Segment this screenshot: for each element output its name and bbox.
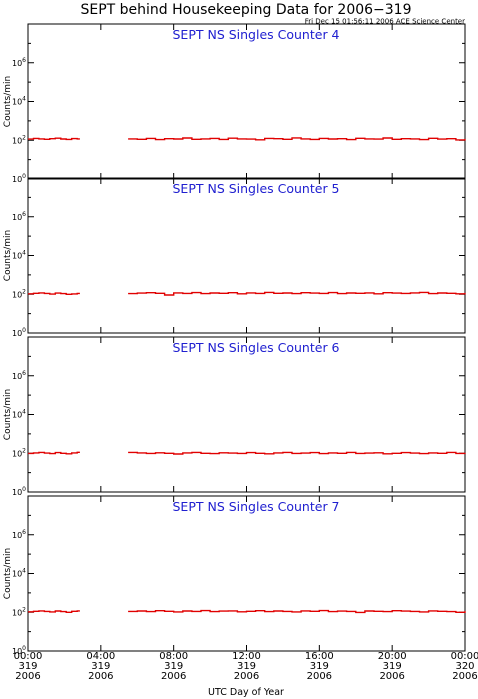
x-tick-label-line: 16:00 <box>305 651 334 662</box>
x-tick-label-line: 319 <box>164 661 183 672</box>
y-axis-label: Counts/min <box>3 230 13 281</box>
y-tick-label: 106 <box>12 211 26 222</box>
y-axis-label: Counts/min <box>3 548 13 599</box>
panel-title: SEPT NS Singles Counter 6 <box>172 340 339 355</box>
data-series-line <box>28 609 466 614</box>
y-tick-label: 106 <box>12 57 26 68</box>
y-tick-label: 100 <box>12 486 26 497</box>
data-series-line <box>28 291 466 296</box>
panels: 100 102 104 106 SEPT NS Singles Counter 4 Cou… <box>3 23 466 656</box>
y-tick-label: 104 <box>12 409 26 420</box>
x-tick-label-line: 2006 <box>379 671 404 682</box>
x-axis: 00:00319200604:00319200608:00319200612:0… <box>14 651 478 682</box>
x-tick-label-line: 04:00 <box>86 651 115 662</box>
panel-3: 100 102 104 106 SEPT NS Singles Counter 6 Cou… <box>3 336 466 497</box>
y-tick-label: 104 <box>12 568 26 579</box>
y-tick-label: 102 <box>12 288 26 299</box>
y-tick-label: 106 <box>12 370 26 381</box>
x-tick-label-line: 2006 <box>161 671 186 682</box>
chart-subtitle: Fri Dec 15 01:56:11 2006 ACE Science Cen… <box>305 18 465 26</box>
x-tick-label-line: 08:00 <box>159 651 188 662</box>
y-tick-label: 102 <box>12 134 26 145</box>
x-tick-label-line: 2006 <box>88 671 113 682</box>
data-series-line <box>28 451 466 455</box>
x-tick-label-line: 2006 <box>15 671 40 682</box>
x-tick-label-line: 2006 <box>452 671 477 682</box>
x-tick-label-line: 2006 <box>234 671 259 682</box>
y-tick-label: 100 <box>12 173 26 184</box>
y-axis-label: Counts/min <box>3 76 13 127</box>
x-tick-label-line: 319 <box>237 661 256 672</box>
x-tick-label-line: 2006 <box>307 671 332 682</box>
y-axis-label: Counts/min <box>3 389 13 440</box>
panel-4: 100 102 104 106 SEPT NS Singles Counter 7 Cou… <box>3 495 466 656</box>
x-tick-label-line: 319 <box>310 661 329 672</box>
chart-title: SEPT behind Housekeeping Data for 2006−3… <box>80 2 411 18</box>
x-tick-label-line: 20:00 <box>378 651 407 662</box>
x-axis-label: UTC Day of Year <box>208 687 284 698</box>
panel-title: SEPT NS Singles Counter 5 <box>172 181 339 196</box>
y-tick-label: 102 <box>12 447 26 458</box>
x-tick-label-line: 00:00 <box>14 651 43 662</box>
y-tick-label: 102 <box>12 606 26 617</box>
y-tick-label: 104 <box>12 250 26 261</box>
y-tick-label: 100 <box>12 645 26 656</box>
panel-2: 100 102 104 106 SEPT NS Singles Counter 5 Cou… <box>3 177 466 338</box>
x-tick-label-line: 320 <box>455 661 474 672</box>
x-tick-label-line: 00:00 <box>451 651 478 662</box>
panel-title: SEPT NS Singles Counter 7 <box>172 499 339 514</box>
data-series-line <box>28 137 466 141</box>
x-tick-label-line: 12:00 <box>232 651 261 662</box>
x-tick-label-line: 319 <box>18 661 37 672</box>
x-tick-label-line: 319 <box>383 661 402 672</box>
y-tick-label: 104 <box>12 96 26 107</box>
x-tick-label-line: 319 <box>91 661 110 672</box>
y-tick-label: 100 <box>12 327 26 338</box>
y-tick-label: 106 <box>12 529 26 540</box>
panel-title: SEPT NS Singles Counter 4 <box>172 27 339 42</box>
